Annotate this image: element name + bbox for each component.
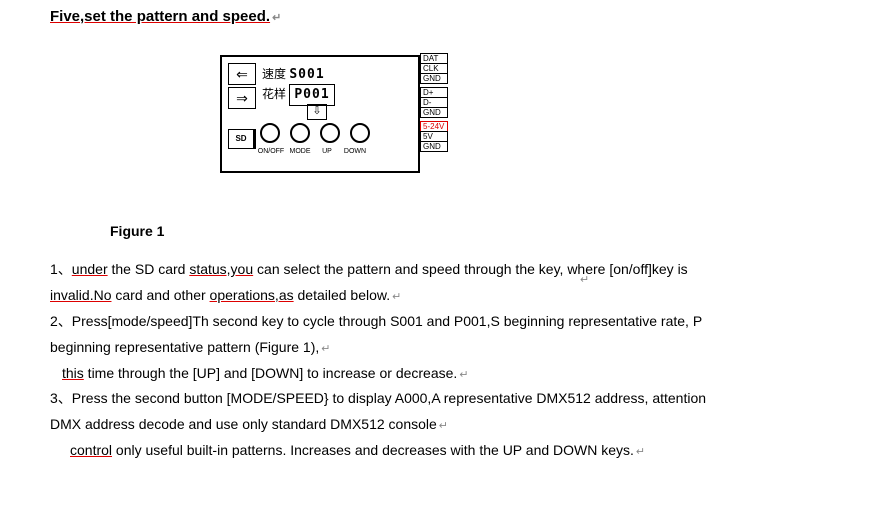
label-up: UP (314, 148, 340, 155)
line-5: this time through the [UP] and [DOWN] to… (62, 361, 855, 387)
pattern-label: 花样 (262, 87, 286, 101)
body-text: 1、under the SD card status,you can selec… (50, 257, 855, 464)
up-button (320, 123, 340, 143)
connector-group-3: 5-24V 5V GND (420, 121, 448, 152)
connector-labels: DAT CLK GND D+ D- GND 5-24V 5V GND (420, 53, 448, 155)
label-down: DOWN (340, 148, 370, 155)
pin-gnd1: GND (420, 73, 448, 84)
figure-label: Figure 1 (110, 223, 855, 239)
device-diagram: ⇐ ⇒ 速度 S001 花样 P001 ⇩ SD (220, 55, 855, 173)
line-7: DMX address decode and use only standard… (50, 412, 855, 438)
down-button (350, 123, 370, 143)
arrow-left-icon: ⇐ (228, 63, 256, 85)
device-box: ⇐ ⇒ 速度 S001 花样 P001 ⇩ SD (220, 55, 420, 173)
connector-group-1: DAT CLK GND (420, 53, 448, 84)
speed-value: S001 (289, 65, 324, 85)
onoff-button (260, 123, 280, 143)
lcd-row-pattern: 花样 P001 (262, 84, 335, 104)
sd-slot: SD (228, 129, 256, 149)
pin-gnd2: GND (420, 107, 448, 118)
line-3: 2、Press[mode/speed]Th second key to cycl… (50, 309, 855, 335)
return-mark: ↵ (580, 273, 589, 286)
line-1: 1、under the SD card status,you can selec… (50, 257, 855, 283)
pin-gnd3: GND (420, 141, 448, 152)
button-row (260, 123, 370, 143)
lcd-display: 速度 S001 花样 P001 (262, 64, 335, 104)
line-2: invalid.No card and other operations,as … (50, 283, 855, 309)
section-title: Five,set the pattern and speed.↵ (50, 8, 855, 25)
arrow-right-icon: ⇒ (228, 87, 256, 109)
button-labels: ON/OFF MODE UP DOWN (256, 148, 370, 155)
pin-524v: 5-24V (420, 121, 448, 132)
line-6: 3、Press the second button [MODE/SPEED} t… (50, 386, 855, 412)
pattern-value: P001 (289, 84, 334, 106)
nav-arrows: ⇐ ⇒ (228, 63, 256, 111)
label-onoff: ON/OFF (256, 148, 286, 155)
connector-group-2: D+ D- GND (420, 87, 448, 118)
speed-label: 速度 (262, 67, 286, 81)
return-mark: ↵ (272, 12, 281, 24)
label-mode: MODE (286, 148, 314, 155)
down-arrow-icon: ⇩ (307, 104, 327, 120)
title-text: Five,set the pattern and speed. (50, 8, 270, 25)
lcd-row-speed: 速度 S001 (262, 64, 335, 84)
mode-button (290, 123, 310, 143)
line-4: beginning representative pattern (Figure… (50, 335, 855, 361)
line-8: control only useful built-in patterns. I… (70, 438, 855, 464)
